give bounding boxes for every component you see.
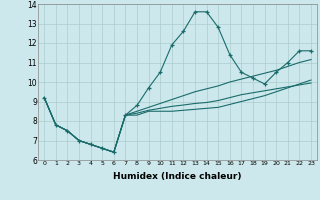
X-axis label: Humidex (Indice chaleur): Humidex (Indice chaleur) xyxy=(113,172,242,181)
